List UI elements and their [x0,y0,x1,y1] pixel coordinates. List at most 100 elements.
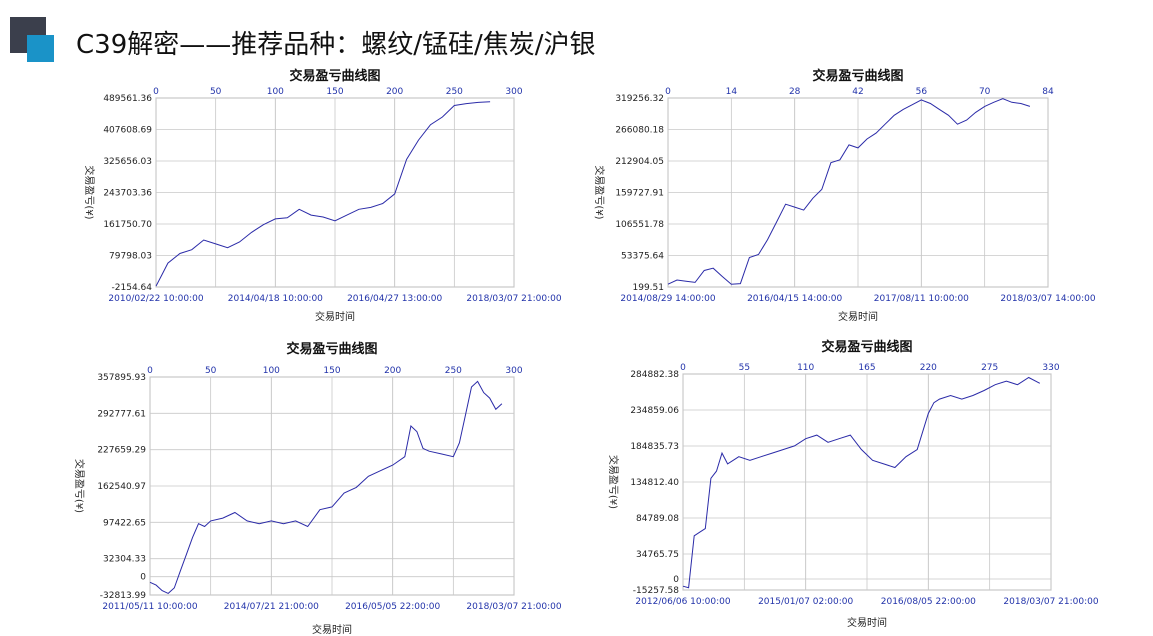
x-date-tick-label: 2016/04/27 13:00:00 [347,294,442,304]
y-tick-label: 227659.29 [97,446,146,456]
y-tick-label: 357895.93 [97,373,146,383]
y-tick-label: 243703.36 [103,189,152,199]
top-tick-label: 14 [726,87,738,97]
top-tick-label: 84 [1042,87,1054,97]
y-tick-label: 199.51 [633,283,665,293]
y-tick-label: 79798.03 [109,252,152,262]
chart-svg: 交易盈亏曲线图 0 55 110 165 220 275 330 284882.38 234859… [607,339,1099,629]
x-date-tick-label: 2018/03/07 21:00:00 [1003,597,1098,607]
chart-svg: 交易盈亏曲线图 0 50 100 150 200 250 300 357895.93 292777… [73,341,562,636]
x-date-tick-label: 2016/04/15 14:00:00 [747,294,842,304]
y-tick-label: 106551.78 [615,220,664,230]
chart-panel-1: 交易盈亏曲线图 0 50 100 150 200 250 300 489561.36 407608… [60,62,580,332]
chart-title: 交易盈亏曲线图 [812,68,903,84]
y-tick-label: 234859.06 [630,406,679,416]
series-line [149,380,503,594]
chart-title: 交易盈亏曲线图 [821,339,912,355]
x-date-tick-label: 2010/02/22 10:00:00 [108,294,203,304]
chart-title: 交易盈亏曲线图 [286,341,377,357]
y-tick-label: 212904.05 [615,157,664,167]
top-tick-label: 55 [739,363,750,373]
y-tick-label: 0 [140,573,146,583]
y-axis-label: 交易盈亏(¥) [607,455,620,509]
x-date-tick-label: 2017/08/11 10:00:00 [874,294,969,304]
top-tick-label: 0 [680,363,686,373]
x-axis-label: 交易时间 [312,623,352,636]
top-tick-label: 56 [916,87,928,97]
chart-title: 交易盈亏曲线图 [289,68,380,84]
x-date-tick-label: 2014/04/18 10:00:00 [228,294,323,304]
chart-panel-2: 交易盈亏曲线图 0 14 28 42 56 70 84 319256.32 266080.18 21… [580,62,1100,332]
x-date-tick-label: 2016/08/05 22:00:00 [881,597,976,607]
title-decoration-blue-square [27,35,54,62]
y-tick-label: -15257.58 [633,586,679,596]
top-tick-label: 220 [920,363,937,373]
y-tick-label: 32304.33 [103,555,146,565]
top-tick-label: 42 [852,87,863,97]
top-tick-label: 200 [384,366,401,376]
series-line [682,376,1041,589]
top-tick-label: 330 [1042,363,1059,373]
y-tick-label: 84789.08 [636,514,679,524]
top-tick-label: 28 [789,87,801,97]
top-tick-label: 200 [386,87,403,97]
y-tick-label: 134812.40 [630,478,679,488]
y-axis-label: 交易盈亏(¥) [73,459,86,513]
top-tick-label: 300 [505,87,522,97]
top-tick-label: 70 [979,87,991,97]
y-tick-label: 407608.69 [103,126,152,136]
x-date-tick-label: 2015/01/07 02:00:00 [758,597,853,607]
y-axis-label: 交易盈亏(¥) [83,165,96,219]
y-tick-label: 292777.61 [97,409,146,419]
y-tick-label: 184835.73 [630,442,679,452]
x-date-tick-label: 2011/05/11 10:00:00 [102,602,197,612]
x-axis-label: 交易时间 [315,310,355,323]
top-tick-label: 150 [326,87,343,97]
top-tick-label: 0 [147,366,153,376]
x-axis-label: 交易时间 [838,310,878,323]
y-tick-label: 266080.18 [615,126,664,136]
chart-svg: 交易盈亏曲线图 0 50 100 150 200 250 300 489561.36 407608… [83,68,562,323]
top-tick-label: 110 [797,363,814,373]
y-tick-label: -2154.64 [112,283,153,293]
top-tick-label: 300 [505,366,522,376]
chart-svg: 交易盈亏曲线图 0 14 28 42 56 70 84 319256.32 266080.18 21… [593,68,1096,323]
y-tick-label: 53375.64 [621,252,664,262]
y-axis-label: 交易盈亏(¥) [593,165,606,219]
y-tick-label: 319256.32 [615,94,664,104]
x-date-tick-label: 2014/08/29 14:00:00 [620,294,715,304]
y-tick-label: 161750.70 [103,220,152,230]
x-date-tick-label: 2018/03/07 21:00:00 [466,602,561,612]
top-tick-label: 50 [210,87,222,97]
top-tick-label: 0 [665,87,671,97]
x-date-tick-label: 2016/05/05 22:00:00 [345,602,440,612]
y-tick-label: 489561.36 [103,94,152,104]
y-tick-label: 97422.65 [103,518,146,528]
page-title: C39解密——推荐品种：螺纹/锰硅/焦炭/沪银 [76,30,596,60]
x-date-tick-label: 2012/06/06 10:00:00 [635,597,730,607]
top-tick-label: 165 [858,363,875,373]
y-tick-label: 34765.75 [636,550,679,560]
y-tick-label: 159727.91 [615,189,664,199]
top-tick-label: 150 [323,366,340,376]
top-tick-label: 100 [263,366,280,376]
series-line [155,101,491,287]
top-tick-label: 0 [153,87,159,97]
top-tick-label: 250 [445,366,462,376]
x-axis-label: 交易时间 [847,616,887,629]
x-date-tick-label: 2018/03/07 14:00:00 [1000,294,1095,304]
top-tick-label: 50 [205,366,217,376]
x-date-tick-label: 2018/03/07 21:00:00 [466,294,561,304]
y-tick-label: -32813.99 [100,591,146,601]
x-date-tick-label: 2014/07/21 21:00:00 [224,602,319,612]
chart-panel-4: 交易盈亏曲线图 0 55 110 165 220 275 330 284882.38 234859… [580,335,1100,635]
y-tick-label: 284882.38 [630,370,679,380]
top-tick-label: 275 [981,363,998,373]
y-tick-label: 0 [673,575,679,585]
top-tick-label: 250 [446,87,463,97]
top-tick-label: 100 [267,87,284,97]
y-tick-label: 162540.97 [97,482,146,492]
series-line [667,98,1031,285]
chart-panel-3: 交易盈亏曲线图 0 50 100 150 200 250 300 357895.93 292777… [60,335,580,636]
y-tick-label: 325656.03 [103,157,152,167]
